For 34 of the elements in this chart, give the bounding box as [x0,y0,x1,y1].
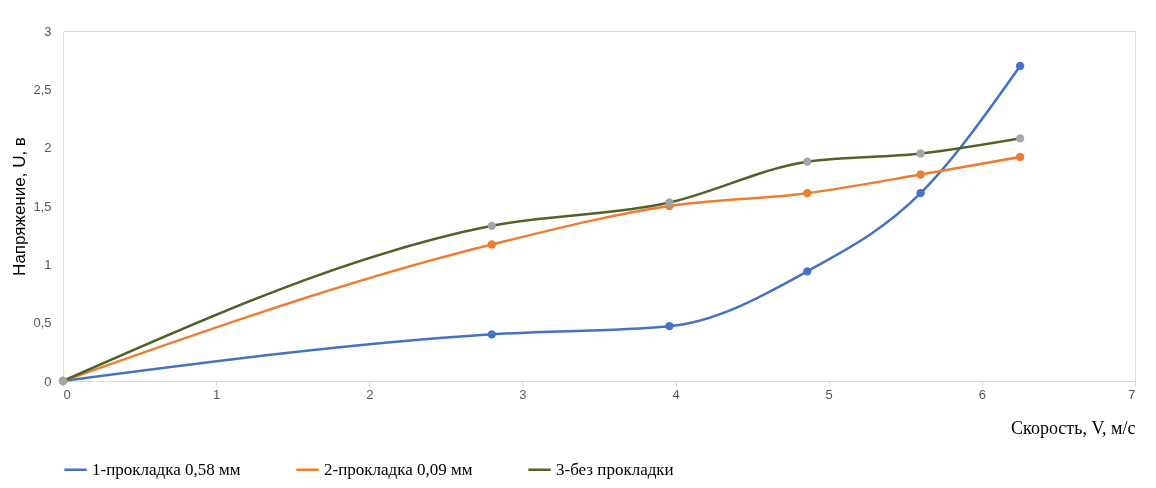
point [487,240,496,249]
legend-label: 2-прокладка 0,09 мм [324,459,473,479]
x-tick-label: 4 [672,386,680,402]
point [803,267,812,276]
x-tick-label: 5 [825,386,833,402]
y-axis-title: Напряжение, U, в [10,137,30,276]
point [1015,152,1025,162]
point [803,157,812,166]
point [487,330,496,339]
point [916,149,925,158]
x-tick-label: 3 [519,386,527,402]
x-tick-label: 6 [978,386,986,402]
x-tick-label: 2 [366,386,374,402]
y-tick-label: 0 [44,373,52,389]
y-tick-label: 3 [44,23,52,39]
legend-label: 1-прокладка 0,58 мм [92,459,241,479]
point [1015,61,1025,71]
point [916,188,925,198]
point [1015,134,1025,143]
point [487,221,496,231]
y-tick-label: 2 [44,140,52,156]
y-tick-label: 0,5 [33,315,52,331]
y-tick-label: 2,5 [33,81,52,97]
y-tick-label: 1,5 [33,198,52,214]
point [665,198,674,207]
x-tick-label: 1 [213,386,221,402]
x-tick-label: 0 [63,386,71,402]
point [916,170,925,179]
point [803,188,812,198]
legend-label: 3-без прокладки [556,459,674,479]
x-axis-title: Скорость, V, м/с [1011,417,1136,438]
x-tick-label: 7 [1128,386,1136,402]
point [665,321,674,331]
y-tick-label: 1 [44,256,52,272]
